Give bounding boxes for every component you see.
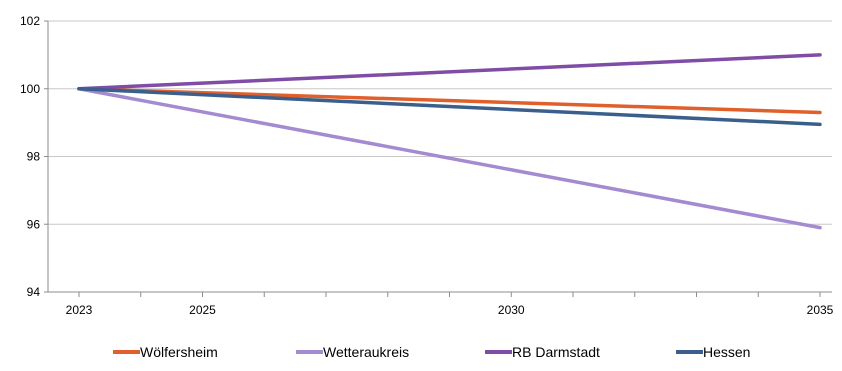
legend-label-3: RB Darmstadt [512,344,600,360]
x-tick-label: 2030 [498,303,525,317]
axes [44,20,832,297]
y-tick-label: 102 [20,14,40,28]
y-tick-labels: 94 96 98 100 102 [20,14,40,299]
x-tick-labels: 2023 2025 2030 2035 [66,303,834,317]
series-line-1 [77,87,822,115]
legend-label-2: Wetteraukreis [323,344,409,360]
y-tick-label: 98 [27,150,41,164]
x-tick-label: 2023 [66,303,93,317]
series-lines [77,53,822,230]
x-tick-label: 2035 [807,303,834,317]
y-tick-label: 96 [27,217,41,231]
legend-label-1: Wölfersheim [140,344,218,360]
y-tick-label: 94 [27,285,41,299]
series-line-3 [77,53,822,91]
legend: Wölfersheim Wetteraukreis RB Darmstadt Hess… [113,344,750,360]
series-line-4 [77,87,822,127]
y-tick-label: 100 [20,82,40,96]
x-tick-label: 2025 [189,303,216,317]
legend-label-4: Hessen [703,344,750,360]
series-line-2 [77,87,822,230]
